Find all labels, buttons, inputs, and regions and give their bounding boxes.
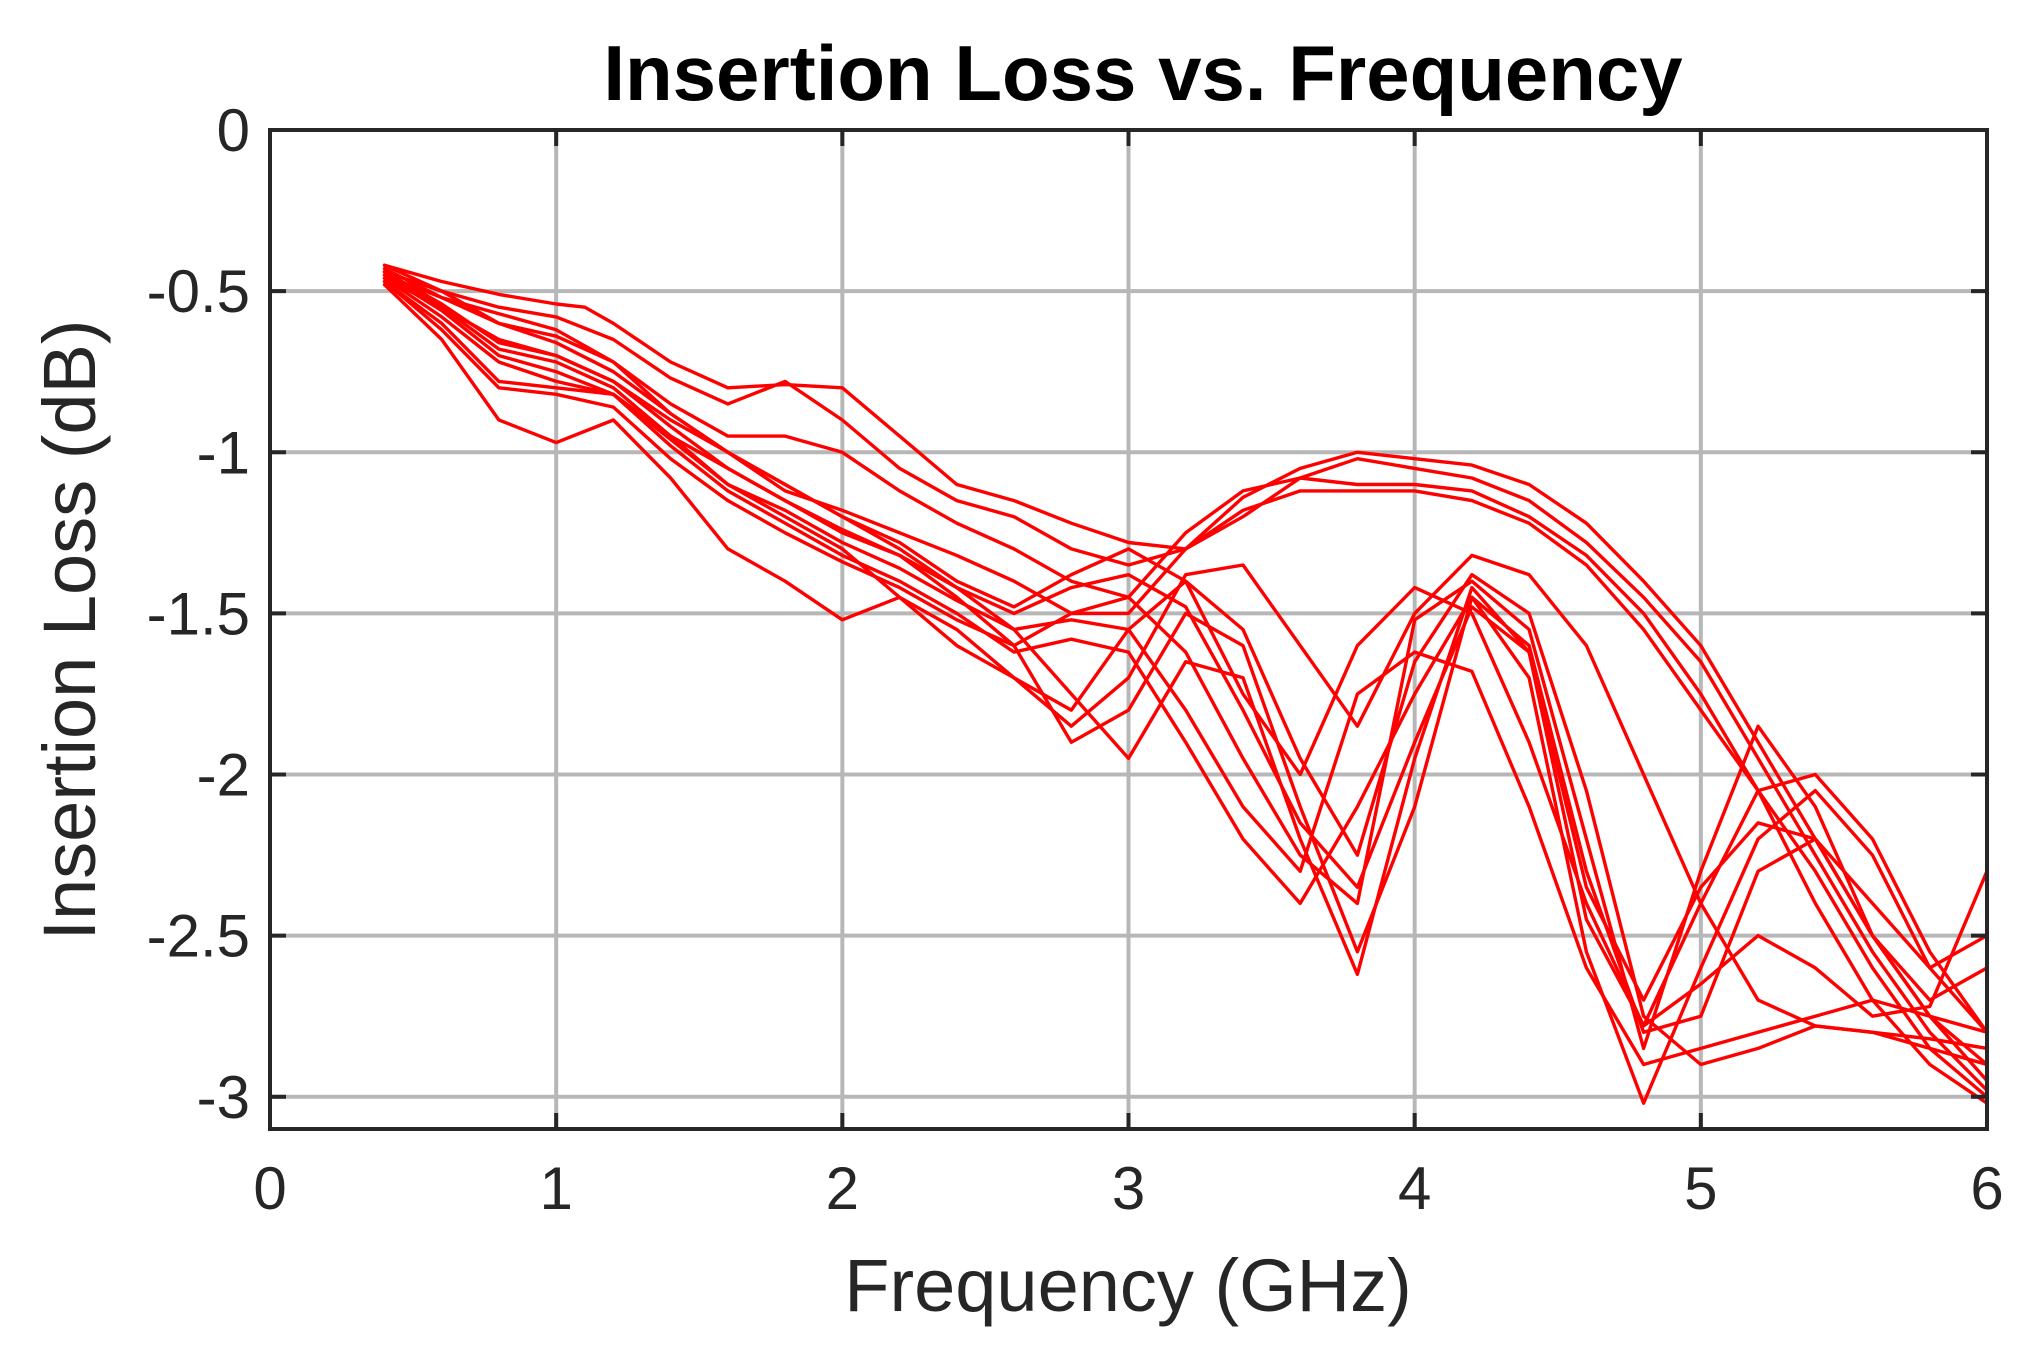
y-tick-label: -3	[197, 1064, 250, 1131]
x-tick-label: 6	[1970, 1155, 2003, 1222]
series-line-9	[382, 276, 1987, 1105]
x-tick-label: 4	[1398, 1155, 1431, 1222]
y-tick-label: -2	[197, 742, 250, 809]
series-group	[382, 263, 1987, 1105]
x-tick-label: 3	[1112, 1155, 1145, 1222]
y-axis-label: Insertion Loss (dB)	[28, 319, 111, 940]
x-tick-label: 0	[253, 1155, 286, 1222]
y-tick-label: -2.5	[147, 903, 250, 970]
y-tick-label: 0	[217, 97, 250, 164]
series-line-2	[382, 270, 1987, 1093]
grid-lines	[270, 130, 1987, 1129]
y-tick-labels: 0 -0.5 -1 -1.5 -2 -2.5 -3	[147, 97, 250, 1131]
series-line-11	[382, 279, 1987, 1051]
x-axis-label: Frequency (GHz)	[844, 1244, 1411, 1327]
series-line-1	[382, 263, 1987, 1083]
tick-marks	[268, 128, 1989, 1129]
x-tick-label: 2	[826, 1155, 859, 1222]
x-tick-label: 5	[1684, 1155, 1717, 1222]
series-line-3	[382, 273, 1987, 1099]
series-line-4	[382, 276, 1987, 1105]
series-line-13	[382, 263, 1987, 1028]
chart-title: Insertion Loss vs. Frequency	[603, 29, 1682, 117]
y-tick-label: -0.5	[147, 258, 250, 325]
series-line-10	[382, 273, 1987, 1067]
series-line-12	[382, 270, 1987, 1002]
x-tick-label: 1	[539, 1155, 572, 1222]
y-tick-label: -1	[197, 419, 250, 486]
y-tick-label: -1.5	[147, 580, 250, 647]
x-tick-labels: 0 1 2 3 4 5 6	[253, 1155, 2003, 1222]
